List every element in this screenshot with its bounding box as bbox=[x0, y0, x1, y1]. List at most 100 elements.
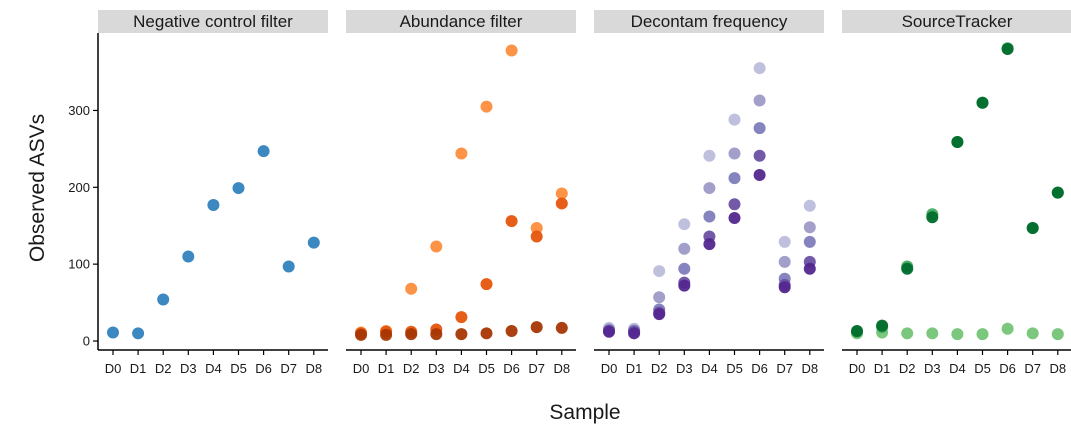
data-point bbox=[430, 328, 443, 341]
x-tick-label: D8 bbox=[1049, 361, 1066, 376]
x-tick-label: D2 bbox=[155, 361, 172, 376]
data-point bbox=[132, 327, 145, 340]
data-point bbox=[728, 198, 741, 211]
data-point bbox=[480, 327, 493, 340]
data-point bbox=[1051, 186, 1064, 199]
data-point bbox=[703, 182, 716, 195]
data-point bbox=[603, 325, 615, 338]
data-point bbox=[505, 215, 518, 228]
x-tick-label: D3 bbox=[924, 361, 941, 376]
data-point bbox=[157, 293, 170, 306]
data-point bbox=[232, 182, 245, 195]
data-point bbox=[430, 240, 443, 253]
data-point bbox=[1026, 327, 1039, 340]
y-tick-label: 100 bbox=[68, 257, 90, 272]
data-point bbox=[728, 147, 741, 160]
x-tick-label: D3 bbox=[428, 361, 445, 376]
data-point bbox=[926, 327, 939, 340]
data-point bbox=[703, 210, 716, 223]
data-point bbox=[976, 96, 989, 109]
x-tick-label: D1 bbox=[874, 361, 891, 376]
panel-strip bbox=[594, 10, 824, 33]
data-point bbox=[703, 149, 716, 162]
x-tick-label: D6 bbox=[503, 361, 520, 376]
panel-title: Decontam frequency bbox=[631, 12, 788, 31]
x-tick-label: D5 bbox=[974, 361, 991, 376]
data-point bbox=[753, 94, 766, 107]
x-tick-label: D5 bbox=[726, 361, 743, 376]
data-point bbox=[753, 149, 766, 162]
data-point bbox=[951, 328, 964, 341]
x-tick-label: D6 bbox=[999, 361, 1016, 376]
y-tick-label: 200 bbox=[68, 180, 90, 195]
data-point bbox=[380, 328, 393, 341]
data-point bbox=[555, 321, 568, 334]
data-point bbox=[455, 328, 468, 341]
data-point bbox=[555, 197, 568, 210]
data-point bbox=[505, 325, 518, 338]
data-point bbox=[728, 172, 741, 185]
panel-strip bbox=[346, 10, 576, 33]
x-tick-label: D2 bbox=[403, 361, 420, 376]
x-tick-label: D0 bbox=[353, 361, 370, 376]
data-point bbox=[480, 278, 493, 291]
x-tick-label: D7 bbox=[1024, 361, 1041, 376]
x-tick-label: D2 bbox=[899, 361, 916, 376]
data-point bbox=[901, 262, 914, 275]
data-point bbox=[505, 44, 518, 57]
panel-3: Decontam frequency D0 D1 D2 D3 D4 D5 D6 D7 D8 bbox=[594, 10, 824, 376]
data-point bbox=[257, 145, 270, 158]
x-tick-label: D4 bbox=[205, 361, 222, 376]
data-point bbox=[951, 135, 964, 148]
data-point bbox=[307, 236, 320, 249]
y-axis-title: Observed ASVs bbox=[26, 114, 49, 262]
data-point bbox=[1001, 322, 1014, 335]
data-point bbox=[728, 212, 741, 225]
x-tick-label: D4 bbox=[453, 361, 470, 376]
data-point bbox=[455, 311, 468, 324]
x-tick-label: D6 bbox=[751, 361, 768, 376]
panel-4: SourceTracker D0 D1 D2 D3 D4 D5 D6 D7 D8 bbox=[842, 10, 1071, 376]
panel-title: Abundance filter bbox=[400, 12, 523, 31]
data-point bbox=[803, 199, 816, 212]
data-point bbox=[405, 328, 418, 341]
x-axis-title: Sample bbox=[549, 401, 620, 424]
data-point bbox=[851, 325, 863, 338]
x-tick-label: D3 bbox=[676, 361, 693, 376]
data-point bbox=[653, 291, 666, 304]
x-tick-label: D7 bbox=[776, 361, 793, 376]
data-point bbox=[678, 242, 691, 255]
data-point bbox=[182, 250, 195, 263]
panel-title: SourceTracker bbox=[902, 12, 1013, 31]
data-point bbox=[480, 100, 493, 113]
data-point bbox=[455, 147, 468, 160]
data-point bbox=[628, 327, 641, 340]
x-tick-label: D6 bbox=[255, 361, 272, 376]
panel-strip bbox=[98, 10, 328, 33]
panel-strip bbox=[842, 10, 1071, 33]
data-point bbox=[653, 265, 666, 278]
x-tick-label: D5 bbox=[478, 361, 495, 376]
data-point bbox=[1026, 222, 1039, 235]
x-tick-label: D5 bbox=[230, 361, 247, 376]
data-point bbox=[555, 187, 568, 200]
x-tick-label: D0 bbox=[849, 361, 866, 376]
y-tick-label: 0 bbox=[83, 334, 90, 349]
data-point bbox=[207, 198, 220, 211]
x-tick-label: D8 bbox=[801, 361, 818, 376]
data-point bbox=[1001, 42, 1014, 55]
data-point bbox=[803, 235, 816, 248]
data-point bbox=[678, 218, 691, 231]
y-tick-label: 300 bbox=[68, 103, 90, 118]
data-point bbox=[678, 262, 691, 275]
x-tick-label: D0 bbox=[105, 361, 122, 376]
data-point bbox=[282, 260, 295, 273]
panel-2: Abundance filter D0 D1 D2 D3 D4 D5 D6 D7 D8 bbox=[346, 10, 576, 376]
data-point bbox=[778, 235, 791, 248]
data-point bbox=[753, 62, 766, 75]
data-point bbox=[653, 308, 666, 321]
data-point bbox=[703, 238, 716, 251]
x-tick-label: D7 bbox=[528, 361, 545, 376]
